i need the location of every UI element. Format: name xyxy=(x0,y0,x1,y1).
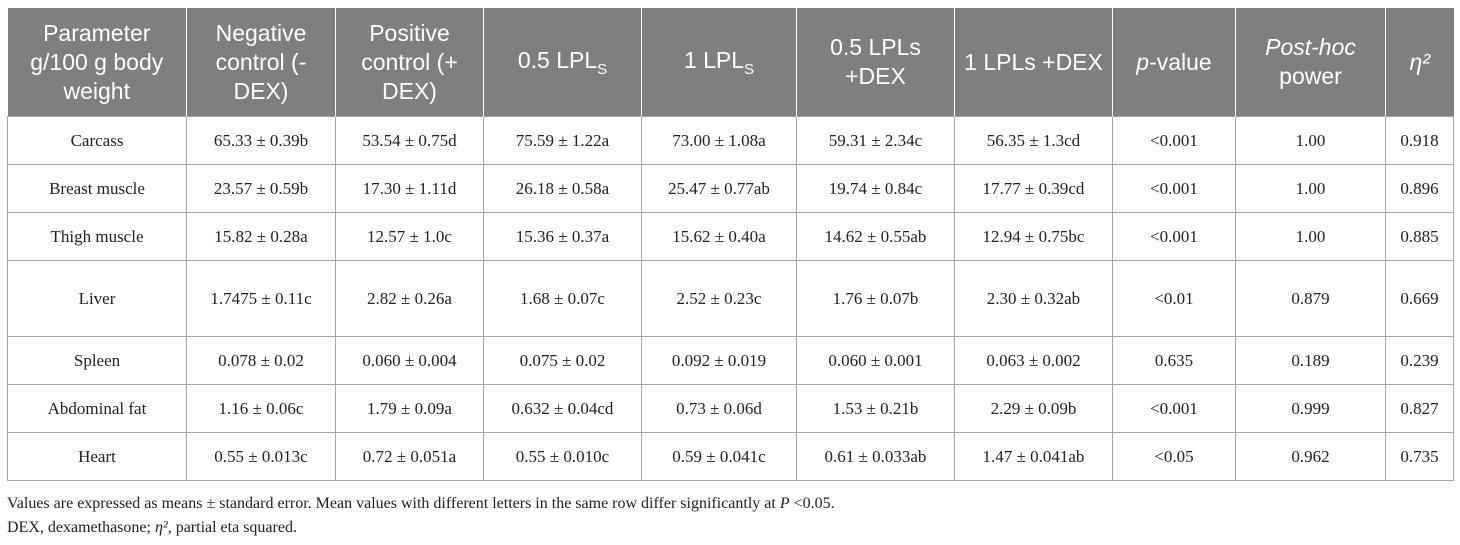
cell-05-lpls: 75.59 ± 1.22a xyxy=(483,116,642,165)
cell-1-lpls-dex: 56.35 ± 1.3cd xyxy=(954,116,1113,165)
cell-p-value: <0.01 xyxy=(1112,260,1236,337)
cell-post-hoc-power: 0.962 xyxy=(1235,432,1386,481)
cell-1-lpls: 73.00 ± 1.08a xyxy=(641,116,797,165)
cell-1-lpls: 0.092 ± 0.019 xyxy=(641,336,797,385)
table-footnotes: Values are expressed as means ± standard… xyxy=(7,492,835,540)
cell-05-lpls-dex: 1.53 ± 0.21b xyxy=(796,384,955,433)
cell-1-lpls-dex: 0.063 ± 0.002 xyxy=(954,336,1113,385)
cell-negative-control: 0.078 ± 0.02 xyxy=(186,336,336,385)
table-row: Carcass 65.33 ± 0.39b 53.54 ± 0.75d 75.5… xyxy=(7,116,1454,165)
cell-p-value: <0.001 xyxy=(1112,212,1236,261)
cell-05-lpls-dex: 1.76 ± 0.07b xyxy=(796,260,955,337)
cell-p-value: <0.001 xyxy=(1112,116,1236,165)
table-row: Thigh muscle 15.82 ± 0.28a 12.57 ± 1.0c … xyxy=(7,212,1454,261)
cell-05-lpls-dex: 0.060 ± 0.001 xyxy=(796,336,955,385)
cell-1-lpls: 0.59 ± 0.041c xyxy=(641,432,797,481)
table-row: Heart 0.55 ± 0.013c 0.72 ± 0.051a 0.55 ±… xyxy=(7,432,1454,481)
cell-parameter: Abdominal fat xyxy=(7,384,187,433)
header-positive-control: Positive control (+ DEX) xyxy=(335,8,484,117)
cell-p-value: <0.001 xyxy=(1112,164,1236,213)
cell-positive-control: 17.30 ± 1.11d xyxy=(335,164,484,213)
cell-parameter: Heart xyxy=(7,432,187,481)
cell-negative-control: 23.57 ± 0.59b xyxy=(186,164,336,213)
table-row: Spleen 0.078 ± 0.02 0.060 ± 0.004 0.075 … xyxy=(7,336,1454,385)
cell-negative-control: 1.16 ± 0.06c xyxy=(186,384,336,433)
cell-1-lpls-dex: 17.77 ± 0.39cd xyxy=(954,164,1113,213)
cell-positive-control: 0.060 ± 0.004 xyxy=(335,336,484,385)
results-table: Parameter g/100 g body weight Negative c… xyxy=(7,8,1454,481)
cell-positive-control: 2.82 ± 0.26a xyxy=(335,260,484,337)
cell-1-lpls-dex: 1.47 ± 0.041ab xyxy=(954,432,1113,481)
cell-05-lpls-dex: 14.62 ± 0.55ab xyxy=(796,212,955,261)
header-row: Parameter g/100 g body weight Negative c… xyxy=(7,8,1454,117)
cell-p-value: <0.001 xyxy=(1112,384,1236,433)
table-row: Breast muscle 23.57 ± 0.59b 17.30 ± 1.11… xyxy=(7,164,1454,213)
cell-eta-squared: 0.735 xyxy=(1385,432,1454,481)
table-row: Abdominal fat 1.16 ± 0.06c 1.79 ± 0.09a … xyxy=(7,384,1454,433)
cell-eta-squared: 0.896 xyxy=(1385,164,1454,213)
footnote-abbreviations: DEX, dexamethasone; η², partial eta squa… xyxy=(7,519,297,536)
cell-1-lpls-dex: 12.94 ± 0.75bc xyxy=(954,212,1113,261)
header-parameter: Parameter g/100 g body weight xyxy=(7,8,187,117)
cell-p-value: 0.635 xyxy=(1112,336,1236,385)
cell-05-lpls: 15.36 ± 0.37a xyxy=(483,212,642,261)
cell-05-lpls-dex: 19.74 ± 0.84c xyxy=(796,164,955,213)
cell-negative-control: 15.82 ± 0.28a xyxy=(186,212,336,261)
cell-negative-control: 0.55 ± 0.013c xyxy=(186,432,336,481)
cell-eta-squared: 0.239 xyxy=(1385,336,1454,385)
cell-parameter: Liver xyxy=(7,260,187,337)
header-1-lpls-dex: 1 LPLs +DEX xyxy=(954,8,1113,117)
footnote-means: Values are expressed as means ± standard… xyxy=(7,495,835,512)
cell-negative-control: 1.7475 ± 0.11c xyxy=(186,260,336,337)
header-post-hoc-power: Post-hoc power xyxy=(1235,8,1386,117)
header-eta-squared: η² xyxy=(1385,8,1454,117)
cell-post-hoc-power: 0.879 xyxy=(1235,260,1386,337)
cell-05-lpls: 1.68 ± 0.07c xyxy=(483,260,642,337)
cell-05-lpls-dex: 0.61 ± 0.033ab xyxy=(796,432,955,481)
cell-1-lpls: 2.52 ± 0.23c xyxy=(641,260,797,337)
cell-1-lpls: 15.62 ± 0.40a xyxy=(641,212,797,261)
cell-05-lpls: 0.55 ± 0.010c xyxy=(483,432,642,481)
cell-1-lpls: 25.47 ± 0.77ab xyxy=(641,164,797,213)
header-05-lpls-dex: 0.5 LPLs +DEX xyxy=(796,8,955,117)
cell-eta-squared: 0.827 xyxy=(1385,384,1454,433)
cell-05-lpls: 26.18 ± 0.58a xyxy=(483,164,642,213)
cell-eta-squared: 0.669 xyxy=(1385,260,1454,337)
header-negative-control: Negative control (-DEX) xyxy=(186,8,336,117)
cell-negative-control: 65.33 ± 0.39b xyxy=(186,116,336,165)
cell-post-hoc-power: 1.00 xyxy=(1235,164,1386,213)
cell-positive-control: 1.79 ± 0.09a xyxy=(335,384,484,433)
cell-post-hoc-power: 1.00 xyxy=(1235,116,1386,165)
header-05-lpls: 0.5 LPLS xyxy=(483,8,642,117)
cell-1-lpls-dex: 2.29 ± 0.09b xyxy=(954,384,1113,433)
cell-positive-control: 12.57 ± 1.0c xyxy=(335,212,484,261)
table-row: Liver 1.7475 ± 0.11c 2.82 ± 0.26a 1.68 ±… xyxy=(7,260,1454,337)
cell-post-hoc-power: 0.999 xyxy=(1235,384,1386,433)
cell-05-lpls: 0.075 ± 0.02 xyxy=(483,336,642,385)
cell-parameter: Thigh muscle xyxy=(7,212,187,261)
header-1-lpls: 1 LPLS xyxy=(641,8,797,117)
cell-1-lpls-dex: 2.30 ± 0.32ab xyxy=(954,260,1113,337)
cell-05-lpls-dex: 59.31 ± 2.34c xyxy=(796,116,955,165)
cell-parameter: Breast muscle xyxy=(7,164,187,213)
cell-eta-squared: 0.918 xyxy=(1385,116,1454,165)
cell-parameter: Carcass xyxy=(7,116,187,165)
cell-05-lpls: 0.632 ± 0.04cd xyxy=(483,384,642,433)
cell-positive-control: 0.72 ± 0.051a xyxy=(335,432,484,481)
cell-post-hoc-power: 0.189 xyxy=(1235,336,1386,385)
header-p-value: p-value xyxy=(1112,8,1236,117)
cell-p-value: <0.05 xyxy=(1112,432,1236,481)
cell-1-lpls: 0.73 ± 0.06d xyxy=(641,384,797,433)
cell-post-hoc-power: 1.00 xyxy=(1235,212,1386,261)
cell-positive-control: 53.54 ± 0.75d xyxy=(335,116,484,165)
cell-eta-squared: 0.885 xyxy=(1385,212,1454,261)
cell-parameter: Spleen xyxy=(7,336,187,385)
